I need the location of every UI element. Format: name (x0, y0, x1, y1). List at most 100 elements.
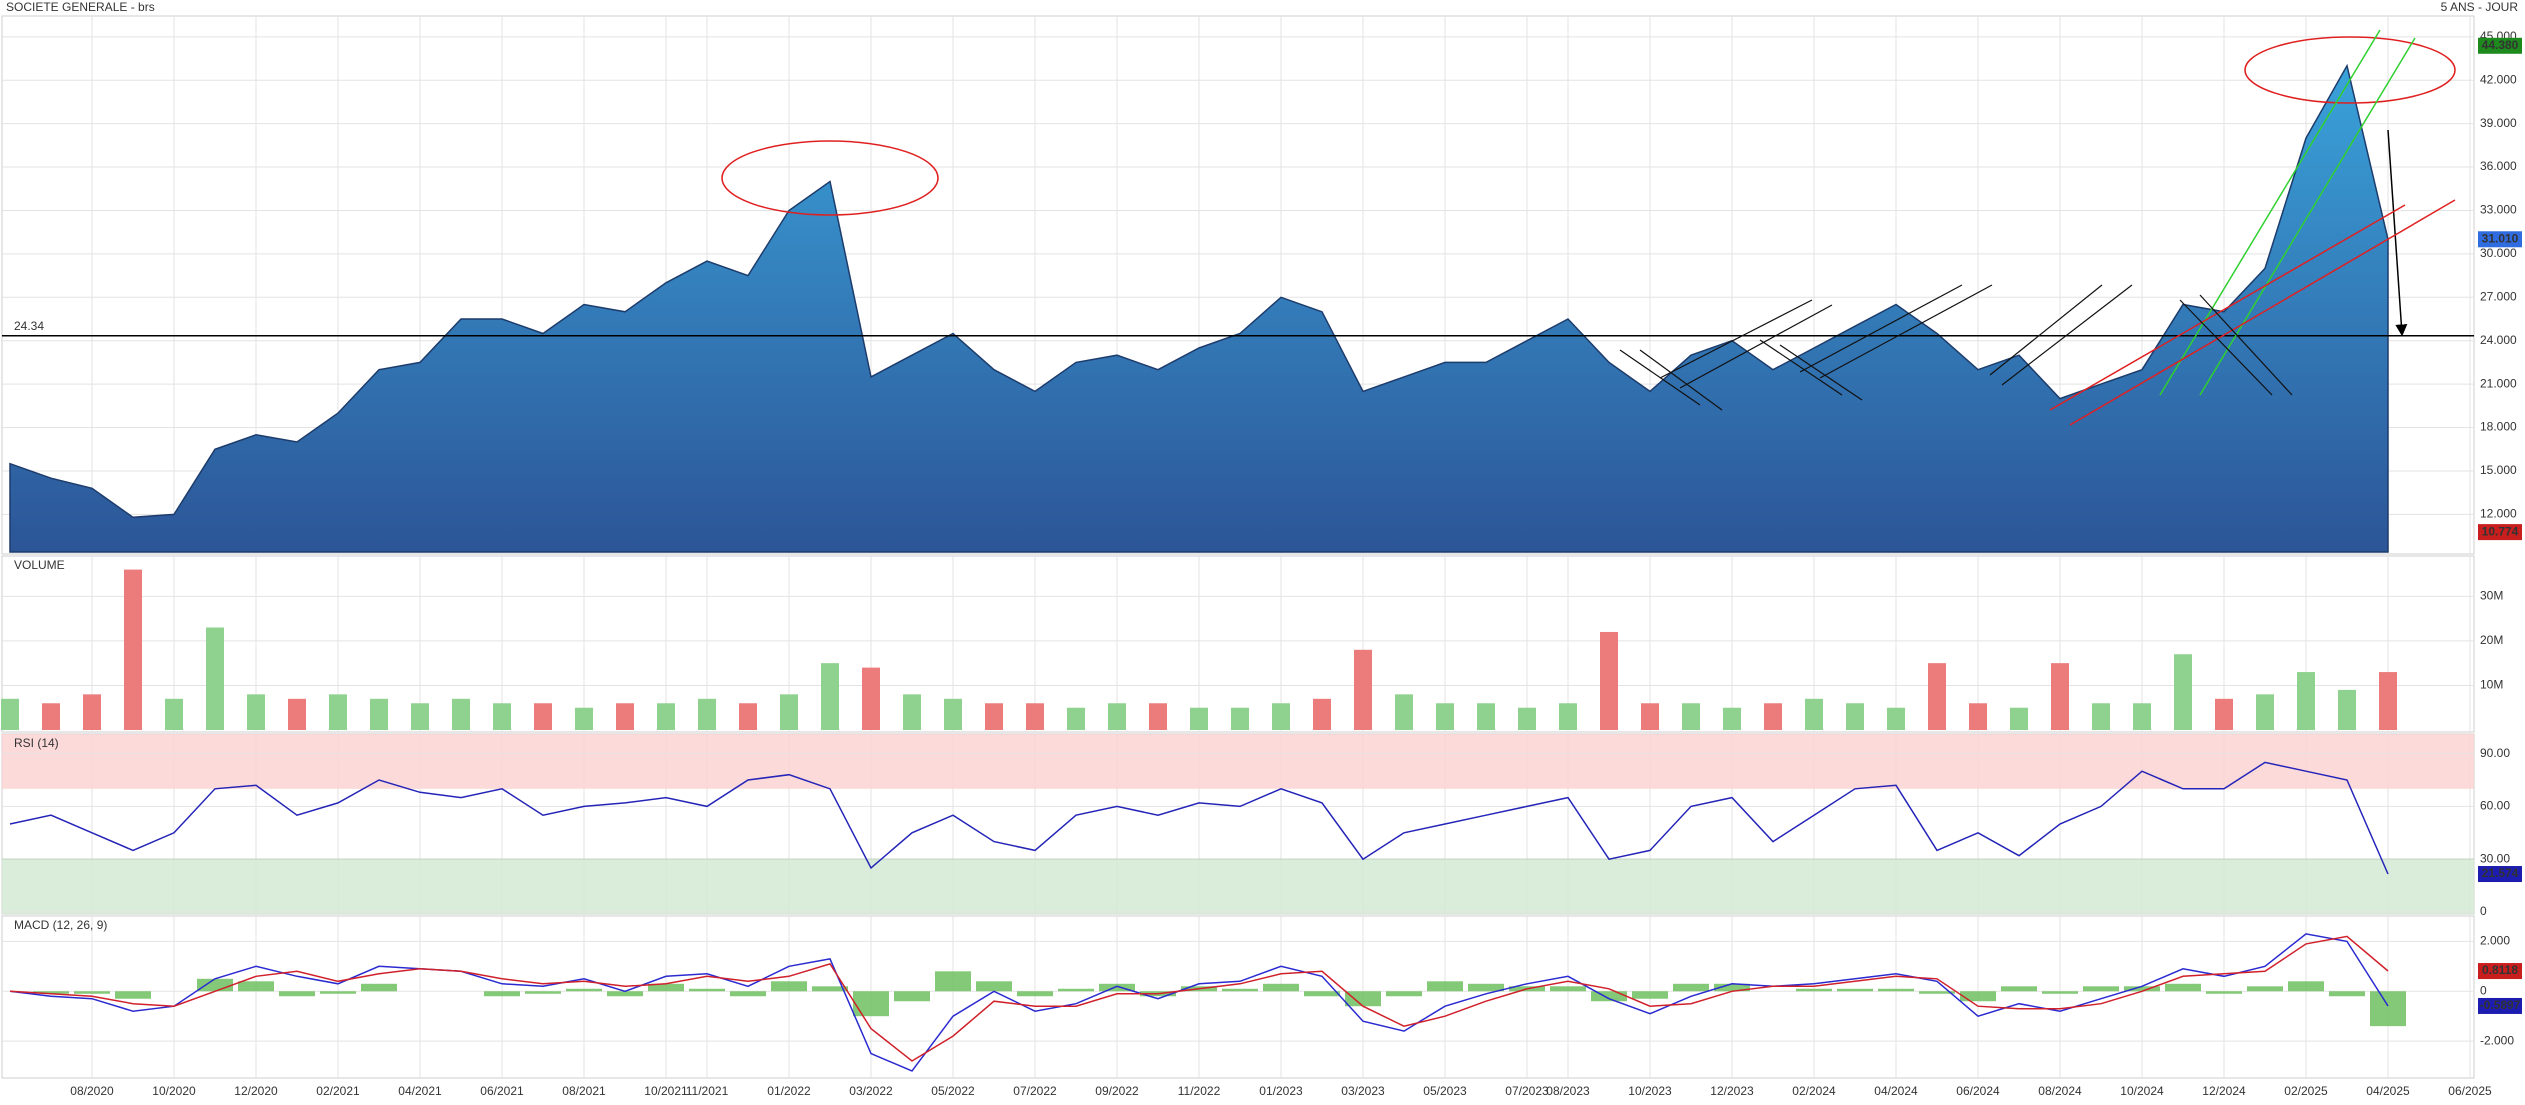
x-tick-label: 06/2021 (480, 1084, 524, 1098)
y-tick-label: 30M (2480, 588, 2503, 602)
volume-bar (1108, 703, 1126, 730)
macd-histogram (1714, 983, 1750, 992)
x-tick-label: 01/2022 (767, 1084, 811, 1098)
x-tick-label: 04/2021 (398, 1084, 442, 1098)
x-tick-label: 02/2024 (1792, 1084, 1836, 1098)
macd-histogram (1099, 983, 1135, 992)
macd-histogram (1919, 991, 1955, 994)
macd-histogram (771, 981, 807, 992)
volume-bar (1846, 703, 1864, 730)
volume-bar (1, 698, 19, 730)
y-tick-label: 20M (2480, 633, 2503, 647)
macd-line (9, 933, 2389, 1072)
volume-bar (534, 703, 552, 730)
value-badge-label: 10.774 (2482, 524, 2519, 538)
x-tick-label: 10/2024 (2120, 1084, 2164, 1098)
y-tick-label: 21.000 (2480, 376, 2517, 390)
volume-bar (1436, 703, 1454, 730)
macd-histogram (2206, 991, 2242, 994)
y-tick-label: 30.000 (2480, 246, 2517, 260)
y-tick-label: 15.000 (2480, 463, 2517, 477)
annotation-line (2199, 37, 2416, 396)
volume-bar (2010, 707, 2028, 730)
x-tick-label: 07/2022 (1013, 1084, 1057, 1098)
panel-title: VOLUME (14, 558, 65, 572)
macd-histogram (115, 991, 151, 999)
volume-bar (2215, 698, 2233, 730)
volume-bar (1764, 703, 1782, 730)
y-tick-label: 90.00 (2480, 746, 2510, 760)
volume-bar (288, 698, 306, 730)
macd-line (9, 935, 2389, 1062)
macd-histogram (648, 983, 684, 992)
x-tick-label: 10/2021 (644, 1084, 688, 1098)
x-tick-label: 09/2022 (1095, 1084, 1139, 1098)
macd-histogram (279, 991, 315, 997)
value-badge (2478, 524, 2522, 541)
volume-bar (616, 703, 634, 730)
macd-histogram (2001, 986, 2037, 992)
volume-bar (1641, 703, 1659, 730)
panel-title: MACD (12, 26, 9) (14, 918, 107, 932)
y-tick-label: 30.00 (2480, 851, 2510, 865)
volume-bar (1026, 703, 1044, 730)
x-tick-label: 06/2025 (2448, 1084, 2492, 1098)
volume-bar (2133, 703, 2151, 730)
volume-bar (780, 694, 798, 730)
value-badge (2478, 997, 2522, 1014)
x-tick-label: 08/2023 (1546, 1084, 1590, 1098)
volume-bar (452, 698, 470, 730)
value-badge-label: 44.380 (2482, 38, 2519, 52)
macd-histogram (1960, 991, 1996, 1002)
x-tick-label: 05/2022 (931, 1084, 975, 1098)
volume-bar (944, 698, 962, 730)
volume-bar (1723, 707, 1741, 730)
annotation-arrow (2387, 129, 2408, 337)
y-tick-label: 36.000 (2480, 159, 2517, 173)
y-tick-label: 27.000 (2480, 289, 2517, 303)
volume-bar (247, 694, 265, 730)
x-tick-label: 04/2025 (2366, 1084, 2410, 1098)
macd-histogram (1017, 991, 1053, 997)
macd-histogram (1304, 991, 1340, 997)
macd-histogram (935, 971, 971, 992)
annotation-ellipse (2244, 36, 2456, 104)
x-tick-label: 03/2022 (849, 1084, 893, 1098)
y-tick-label: 42.000 (2480, 72, 2517, 86)
volume-bar (2092, 703, 2110, 730)
y-tick-label: 2.000 (2480, 934, 2510, 948)
x-tick-label: 02/2021 (316, 1084, 360, 1098)
macd-histogram (238, 981, 274, 992)
y-tick-label: 60.00 (2480, 799, 2510, 813)
volume-bar (985, 703, 1003, 730)
volume-bar (1477, 703, 1495, 730)
annotation-line (2159, 29, 2381, 396)
volume-bar (1559, 703, 1577, 730)
macd-histogram (689, 988, 725, 992)
volume-bar (42, 703, 60, 730)
x-tick-label: 06/2024 (1956, 1084, 2000, 1098)
price-area (9, 63, 2389, 553)
value-badge-label: 31.010 (2482, 231, 2519, 245)
value-badge (2478, 37, 2522, 54)
volume-bar (575, 707, 593, 730)
volume-bar (1067, 707, 1085, 730)
x-tick-label: 08/2020 (70, 1084, 114, 1098)
macd-histogram (320, 991, 356, 994)
panel-title: RSI (14) (14, 736, 59, 750)
macd-histogram (566, 988, 602, 992)
volume-bar (1190, 707, 1208, 730)
level-label: 24.34 (14, 319, 44, 333)
value-badge-label: 0.8118 (2482, 963, 2518, 977)
volume-bar (370, 698, 388, 730)
x-tick-label: 02/2025 (2284, 1084, 2328, 1098)
macd-histogram (1468, 983, 1504, 992)
y-tick-label: 39.000 (2480, 116, 2517, 130)
macd-histogram (2165, 983, 2201, 992)
volume-bar (1805, 698, 1823, 730)
macd-histogram (1550, 986, 1586, 992)
macd-histogram (730, 991, 766, 997)
